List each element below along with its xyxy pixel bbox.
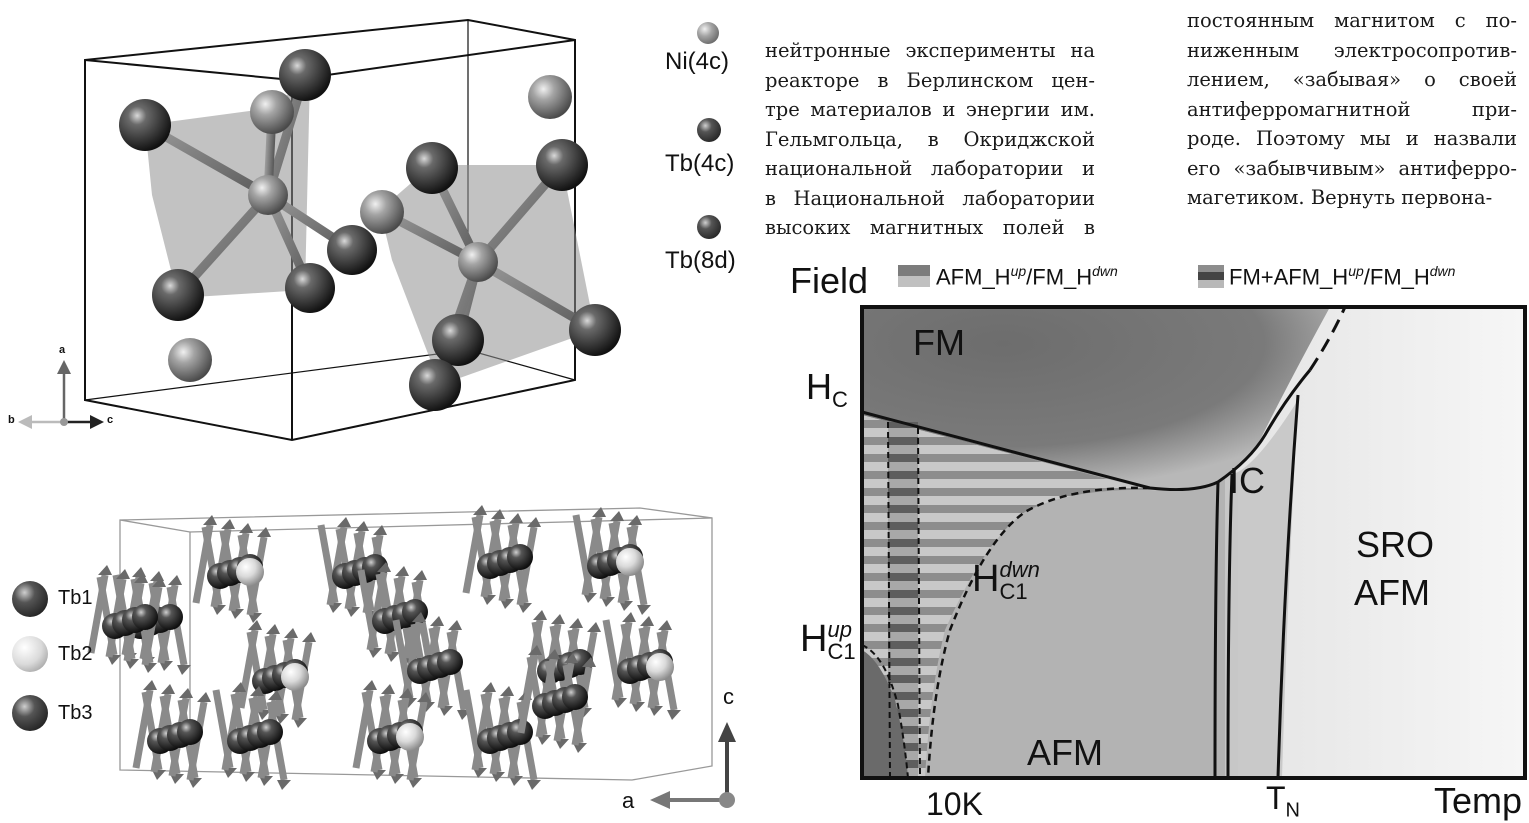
text-line: магетиком. Вернуть первона- (1187, 186, 1493, 209)
hc-boundary (861, 369, 1312, 492)
tb-atom (507, 544, 533, 570)
text-line: ниженным электросопротив- (1187, 38, 1517, 62)
mag-axis-label-c: c (723, 684, 734, 709)
legend-swatch-2 (1198, 265, 1224, 288)
text-line: нейтронные эксперименты на (765, 39, 1095, 62)
region-label-fm: FM (913, 322, 965, 363)
axis-label-b: b (8, 414, 15, 426)
tb-atom (132, 604, 158, 630)
magnetic-structure-figure: c a (0, 470, 760, 817)
stripe-col-boundary-right (917, 427, 921, 779)
hatched-region (862, 415, 1150, 778)
legend-ni-4c-label: Ni(4c) (665, 48, 729, 75)
crystal-structure-figure: a b c (0, 0, 660, 445)
ic-boundary-1 (1213, 481, 1220, 779)
tb-atom (177, 719, 203, 745)
hc-label: HC (806, 366, 848, 413)
tb2-atom (236, 558, 264, 586)
legend-tb2-icon (12, 636, 48, 672)
tb-atom (157, 604, 183, 630)
legend-tb-8d-label: Tb(8d) (665, 247, 736, 274)
crystal-axes-triad (18, 360, 104, 429)
tn-boundary (1276, 394, 1300, 779)
legend-ni-4c-icon (697, 22, 719, 44)
text-line: в Национальной лаборатории (765, 186, 1095, 210)
legend-tb-4c-label: Tb(4c) (665, 150, 735, 177)
legend-tb3-label: Tb3 (58, 702, 93, 724)
text-line: его «забывчивым» антиферро- (1187, 156, 1517, 180)
phase-diagram: Field Temp AFM_Hup/FM_Hdwn FM+AFM_Hup/FM… (770, 250, 1529, 822)
text-line: национальной лаборатории и (765, 157, 1095, 180)
legend-swatch-1 (898, 265, 930, 287)
x-tick-10k: 10K (926, 786, 983, 822)
region-label-afm: AFM (1027, 732, 1103, 773)
spin-arrow (166, 586, 192, 675)
axis-label-c: c (107, 414, 114, 426)
hc1-up-boundary (861, 644, 909, 779)
text-column-middle: нейтронные эксперименты на реакторе в Бе… (765, 36, 1095, 243)
text-line: реакторе в Берлинском цен- (765, 68, 1095, 92)
legend-tb3-icon (12, 695, 48, 731)
x-axis-label: Temp (1434, 780, 1523, 821)
tb2-atom (396, 723, 424, 751)
tb-atom (562, 684, 588, 710)
tb2-atom (616, 548, 644, 576)
text-line: постоянным магнитом с по- (1187, 9, 1517, 32)
tb-atom (437, 649, 463, 675)
legend-tb-4c-icon (697, 118, 721, 142)
magnetic-moments (87, 505, 682, 790)
text-column-right: постоянным магнитом с по- ниженным элект… (1187, 6, 1517, 213)
plot-frame (860, 305, 1527, 780)
x-tick-tn: TN (1266, 780, 1300, 822)
text-line: Гельмгольца, в Окриджской (765, 127, 1095, 151)
legend-tb1-label: Tb1 (58, 587, 93, 609)
y-axis-label: Field (790, 260, 869, 301)
text-line: антиферромагнитной при- (1187, 97, 1517, 121)
legend-entry-2: FM+AFM_Hup/FM_Hdwn (1229, 263, 1456, 290)
region-label-sro: SRO (1356, 524, 1435, 565)
atoms (119, 49, 621, 411)
magnetic-axes-triad (650, 722, 736, 809)
region-label-sro-afm: AFM (1354, 572, 1430, 613)
legend-entry-1: AFM_Hup/FM_Hdwn (936, 263, 1118, 290)
axis-label-a: a (59, 344, 66, 356)
text-line: роде. Поэтому мы и назвали (1187, 127, 1517, 150)
legend-tb-8d-icon (697, 215, 721, 239)
text-line: высоких магнитных полей в (765, 216, 1095, 239)
tb2-atom (281, 663, 309, 691)
text-line: лением, «забывая» о своей (1187, 68, 1517, 91)
tb-atom (257, 719, 283, 745)
hc1-dwn-boundary (926, 486, 1151, 779)
legend-tb1-icon (12, 581, 48, 617)
legend-tb2-label: Tb2 (58, 643, 93, 665)
hc-dashed (1308, 306, 1347, 371)
fm-region (862, 307, 1330, 491)
text-line: тре материалов и энергии им. (765, 98, 1095, 121)
ic-boundary-2 (1226, 473, 1234, 779)
mag-axis-label-a: a (622, 788, 635, 813)
region-label-ic: IC (1229, 460, 1265, 501)
tb2-atom (646, 653, 674, 681)
